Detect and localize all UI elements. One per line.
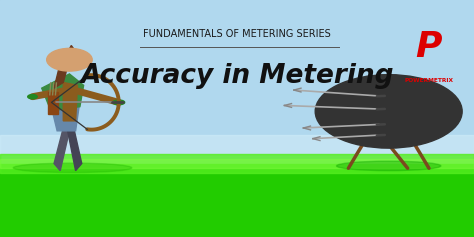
Bar xyxy=(0,136,474,141)
Circle shape xyxy=(321,77,456,145)
Polygon shape xyxy=(42,74,83,111)
Bar xyxy=(0,81,474,85)
Bar xyxy=(0,132,474,137)
Circle shape xyxy=(46,48,92,71)
Bar xyxy=(0,8,474,13)
Text: P: P xyxy=(416,30,442,64)
Bar xyxy=(0,34,474,38)
Bar xyxy=(0,140,474,145)
Bar xyxy=(0,21,474,26)
Bar xyxy=(0,98,474,102)
Bar xyxy=(0,123,474,128)
Bar xyxy=(0,17,474,21)
Circle shape xyxy=(315,75,462,148)
Circle shape xyxy=(371,103,406,120)
Polygon shape xyxy=(54,46,77,88)
Bar xyxy=(0,145,474,149)
Bar xyxy=(0,29,474,34)
Bar xyxy=(0,166,474,171)
Bar xyxy=(0,89,474,94)
Bar xyxy=(0,159,474,168)
Ellipse shape xyxy=(113,100,125,105)
Ellipse shape xyxy=(337,161,441,171)
Ellipse shape xyxy=(13,163,132,173)
Bar xyxy=(0,4,474,9)
Polygon shape xyxy=(54,128,69,171)
Bar xyxy=(48,92,58,114)
Bar xyxy=(0,102,474,107)
Bar xyxy=(0,170,474,175)
Bar xyxy=(0,162,474,166)
Bar xyxy=(0,154,474,173)
Text: POWERMETRIX: POWERMETRIX xyxy=(404,78,454,83)
Bar xyxy=(0,42,474,47)
Bar xyxy=(0,46,474,51)
Bar xyxy=(0,153,474,158)
Bar xyxy=(0,106,474,111)
Bar xyxy=(0,110,474,115)
Bar xyxy=(0,119,474,124)
Bar xyxy=(0,135,474,171)
Ellipse shape xyxy=(28,95,37,99)
Bar xyxy=(0,25,474,30)
Polygon shape xyxy=(68,128,82,171)
Bar xyxy=(0,149,474,154)
Polygon shape xyxy=(64,82,77,121)
Bar xyxy=(0,38,474,43)
Bar xyxy=(0,93,474,98)
Text: Accuracy in Metering: Accuracy in Metering xyxy=(80,63,394,89)
Bar xyxy=(0,115,474,119)
Bar xyxy=(0,59,474,64)
Bar xyxy=(0,12,474,17)
Bar xyxy=(0,55,474,60)
Polygon shape xyxy=(48,78,82,131)
Text: FUNDAMENTALS OF METERING SERIES: FUNDAMENTALS OF METERING SERIES xyxy=(143,29,331,39)
Bar xyxy=(0,51,474,55)
Bar xyxy=(0,72,474,77)
Bar xyxy=(0,164,474,237)
Bar xyxy=(0,0,474,171)
Circle shape xyxy=(336,85,442,138)
Bar xyxy=(0,85,474,90)
Bar xyxy=(0,68,474,73)
Bar xyxy=(0,128,474,132)
Bar xyxy=(0,157,474,162)
Bar xyxy=(0,64,474,68)
Circle shape xyxy=(355,95,422,128)
Bar xyxy=(0,76,474,81)
